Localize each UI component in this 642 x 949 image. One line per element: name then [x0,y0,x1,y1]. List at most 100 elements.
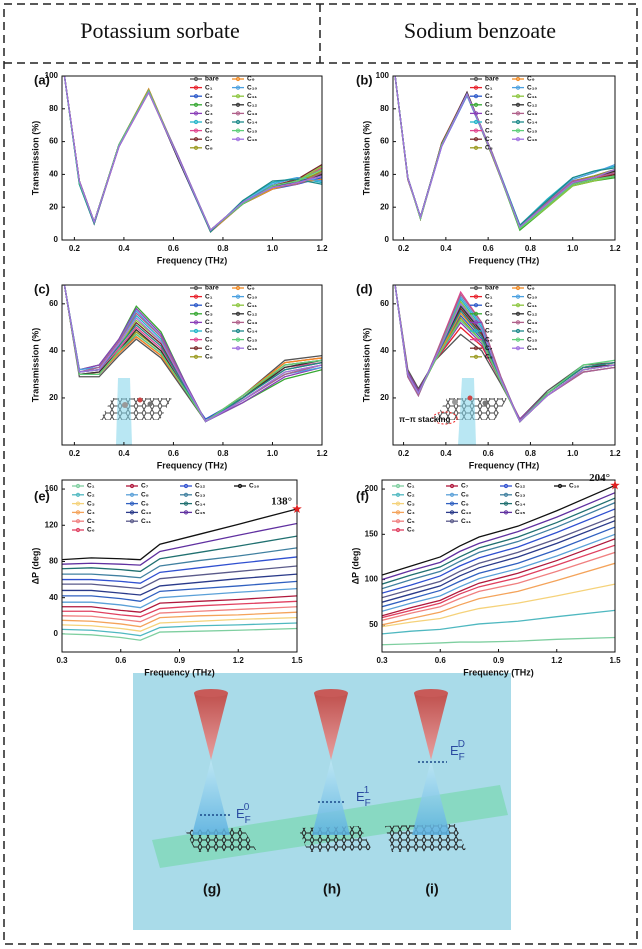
legend-label: C₂ [485,302,493,309]
y-tick-label: 160 [45,484,59,493]
legend-label: C₄ [205,110,213,117]
series-line [382,502,615,590]
legend-marker [503,501,509,506]
legend-marker [473,354,479,359]
legend-label: C₄ [407,509,415,516]
legend-label: C₇ [141,483,149,490]
legend-marker [473,111,479,116]
legend-label: C₆ [485,336,493,343]
legend-marker [193,337,199,342]
x-tick-label: 0.4 [118,244,130,253]
series-line [382,533,615,612]
legend-marker [129,492,135,497]
y-tick-label: 80 [49,557,58,566]
legend-marker [129,510,135,515]
fermi-sup: 0 [244,802,250,813]
legend-marker [395,483,401,489]
series-line [394,76,615,230]
legend-label: C₁₁ [527,302,537,309]
fermi-level-label: EFD [450,739,465,763]
legend-marker [183,510,189,515]
series-line [382,636,615,646]
y-tick-label: 20 [49,393,58,402]
series-line [63,76,322,232]
x-axis-label: Frequency (THz) [469,255,540,265]
series-line [63,76,322,232]
legend-marker [473,128,479,133]
legend-marker [515,294,521,299]
y-tick-label: 20 [380,202,389,211]
y-tick-label: 80 [49,104,58,113]
legend-label: C₈ [141,492,149,499]
legend-label: C₁₄ [195,500,205,507]
y-tick-label: 20 [380,393,389,402]
series-line [394,76,615,228]
legend-marker [515,285,521,291]
legend-label: C₁ [485,84,493,91]
legend-marker [235,102,241,107]
y-tick-label: 40 [49,593,58,602]
legend-label: C₁₅ [515,509,525,516]
legend-label: C₁₂ [195,483,205,490]
legend-label: C₁₃ [195,492,205,499]
legend-marker [193,119,199,125]
legend-label: C₂ [407,492,415,499]
legend-marker [395,510,401,515]
series-line [63,76,322,232]
legend-marker [515,303,521,308]
panel-label: (c) [34,281,50,296]
legend-label: C₅ [205,328,213,335]
legend-label: C₁ [485,293,493,300]
x-tick-label: 0.4 [440,244,452,253]
series-line [382,583,615,628]
panel-label: (i) [425,881,438,897]
inset-c [100,378,172,445]
legend-label: bare [205,285,219,292]
legend-marker [193,128,199,133]
y-tick-label: 150 [365,529,379,538]
legend-label: C₁₂ [527,102,537,109]
legend-label: C₁₁ [141,518,151,525]
x-tick-label: 0.8 [525,244,537,253]
legend-marker [473,337,479,342]
plot-frame [61,75,323,241]
series-line [394,76,615,227]
legend-marker [235,76,241,82]
legend-marker [193,102,199,107]
legend-marker [75,527,81,533]
series-line [63,76,322,232]
legend-marker [473,346,479,351]
legend-marker [557,483,563,489]
fermi-main: E [236,806,245,821]
series-line [62,600,297,618]
legend-label: C₄ [205,319,213,326]
plot-frame [61,479,298,653]
legend-marker [193,346,199,351]
legend-marker [515,137,521,142]
plot-frame [392,284,616,446]
peak-label: 138° [271,495,292,507]
legend-label: C₁₃ [527,110,537,117]
series-line [394,76,615,228]
legend-marker [473,119,479,125]
legend-marker [515,111,521,116]
legend-label: C₉ [247,76,255,83]
series-line [382,515,615,599]
legend-marker [503,492,509,497]
y-axis-label: Transmission (%) [361,121,371,196]
y-axis-label: Transmission (%) [30,328,40,403]
legend-marker [235,294,241,299]
y-tick-label: 40 [380,170,389,179]
panel-label: (h) [323,881,341,897]
legend-label: C₄ [485,110,493,117]
fermi-main: E [356,789,365,804]
legend-label: C₁₀ [527,84,537,91]
legend-marker [235,128,241,133]
peak-label: 204° [589,472,610,484]
y-axis-label: Transmission (%) [361,328,371,403]
legend-marker [129,519,135,524]
series-line [394,76,615,232]
legend-label: C₃ [205,102,213,109]
series-line [63,76,322,233]
